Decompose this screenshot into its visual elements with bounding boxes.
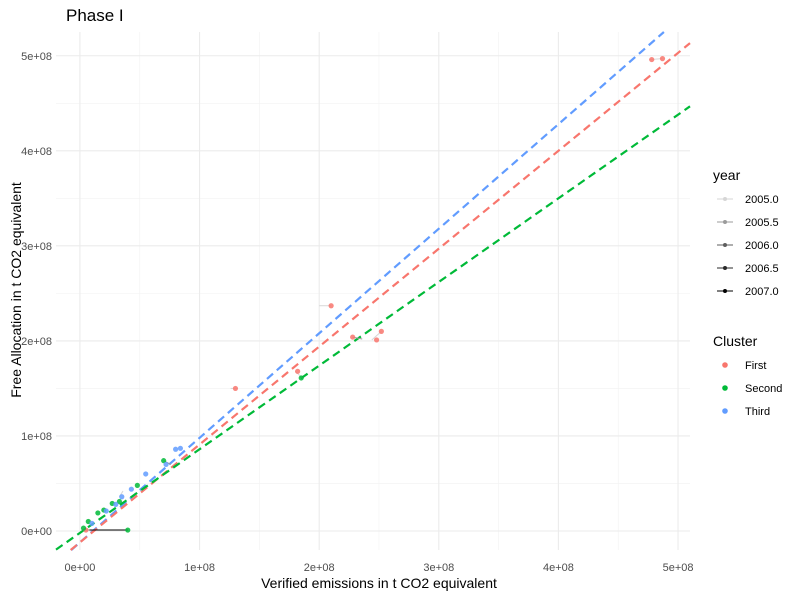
- legend-cluster-title: Cluster: [713, 333, 758, 349]
- point-first: [232, 385, 239, 392]
- legend-cluster-key: [722, 362, 728, 368]
- y-tick-label: 1e+08: [21, 431, 52, 443]
- x-tick-label: 4e+08: [543, 562, 574, 574]
- point-first: [295, 368, 301, 374]
- legend-year: year 2005.0 2005.5 2006.0 2006.5 2007.0: [713, 167, 779, 298]
- legend-year-key-point: [723, 220, 727, 224]
- y-tick-label: 3e+08: [21, 241, 52, 253]
- point-first: [659, 56, 666, 62]
- legend-year-key-point: [723, 197, 727, 201]
- x-axis-label: Verified emissions in t CO2 equivalent: [261, 575, 497, 591]
- y-tick-label: 2e+08: [21, 336, 52, 348]
- point-first: [373, 337, 380, 343]
- point-third: [103, 508, 109, 514]
- fit-line-first: [69, 42, 691, 551]
- chart-title: Phase I: [66, 6, 124, 25]
- point-second: [134, 482, 140, 488]
- x-tick-label: 0e+00: [64, 562, 95, 574]
- x-axis-ticks: 0e+00 1e+08 2e+08 3e+08 4e+08 5e+08: [64, 562, 693, 574]
- legend-year-label: 2005.5: [745, 217, 779, 229]
- data-points: [80, 56, 666, 533]
- point-first: [328, 303, 334, 309]
- point-second: [116, 498, 122, 505]
- y-tick-label: 4e+08: [21, 146, 52, 158]
- point-first: [378, 328, 384, 334]
- y-axis-ticks: 0e+00 1e+08 2e+08 3e+08 4e+08 5e+08: [21, 51, 52, 538]
- x-tick-label: 5e+08: [663, 562, 694, 574]
- legend-year-label: 2007.0: [745, 286, 779, 298]
- legend-year-label: 2006.5: [745, 263, 779, 275]
- legend-year-label: 2006.0: [745, 240, 779, 252]
- point-second: [161, 458, 167, 464]
- grid: [56, 32, 690, 550]
- x-tick-label: 2e+08: [304, 562, 335, 574]
- legend-year-title: year: [713, 167, 741, 183]
- y-tick-label: 0e+00: [21, 526, 52, 538]
- point-first: [350, 334, 356, 340]
- legend-cluster-key: [722, 385, 728, 391]
- point-second: [95, 510, 101, 516]
- x-tick-label: 3e+08: [423, 562, 454, 574]
- point-third: [119, 494, 125, 500]
- point-third: [143, 471, 149, 477]
- legend-year-key-point: [723, 289, 727, 293]
- point-second: [298, 375, 304, 381]
- legend-year-key-point: [723, 243, 727, 247]
- legend-year-key-point: [723, 266, 727, 270]
- legend-cluster-key: [722, 408, 728, 414]
- point-third: [173, 446, 179, 452]
- point-third: [89, 520, 95, 526]
- y-axis-label: Free Allocation in t CO2 equivalent: [8, 182, 24, 398]
- legend-cluster-label: First: [745, 360, 766, 372]
- legend-cluster-label: Third: [745, 406, 770, 418]
- point-third: [113, 501, 119, 507]
- legend-year-label: 2005.0: [745, 194, 779, 206]
- legend-cluster: Cluster First Second Third: [713, 333, 782, 418]
- y-tick-label: 5e+08: [21, 51, 52, 63]
- legend-cluster-label: Second: [745, 383, 782, 395]
- fit-line-second: [55, 105, 691, 551]
- point-second: [80, 525, 87, 531]
- point-second: [125, 527, 131, 533]
- x-tick-label: 1e+08: [184, 562, 215, 574]
- point-third: [163, 461, 169, 468]
- point-third: [128, 486, 134, 492]
- point-third: [177, 445, 184, 451]
- point-first: [649, 56, 655, 63]
